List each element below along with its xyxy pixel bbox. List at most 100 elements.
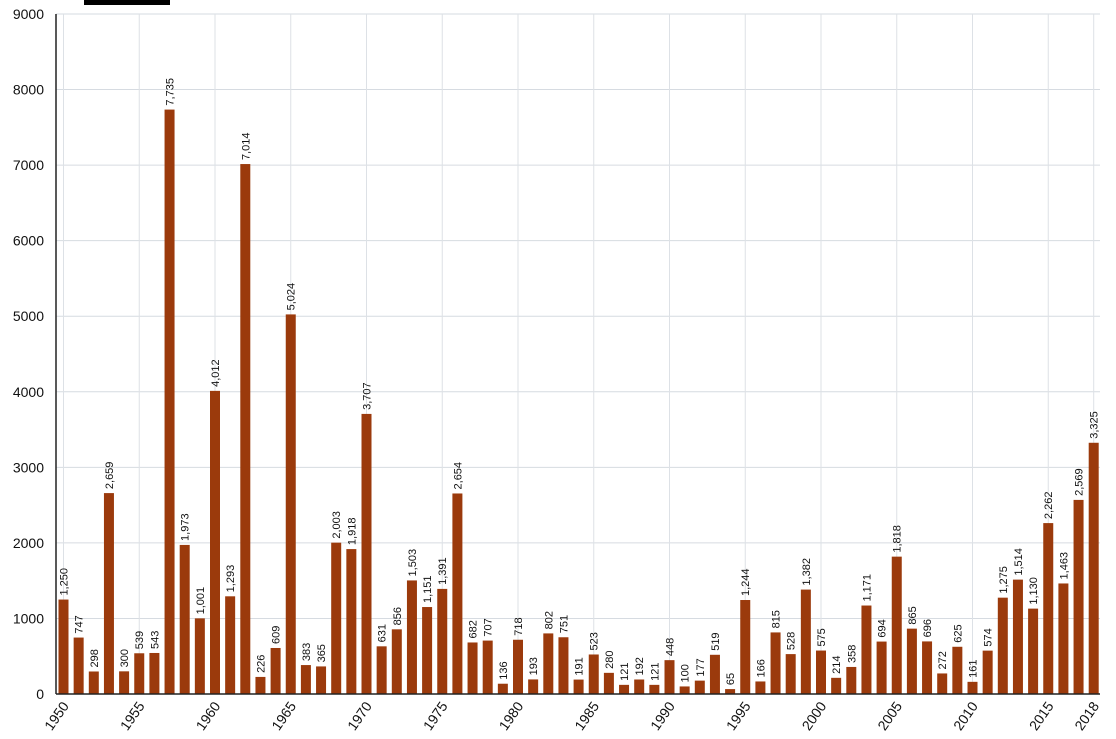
bar-value-label: 718 [513,617,525,635]
bar [452,493,463,694]
bar [1073,499,1084,694]
bar [558,637,569,694]
bar-value-label: 121 [649,662,661,680]
x-tick-label: 1975 [420,698,451,733]
bar-value-label: 1,001 [195,587,207,615]
bar-value-label: 1,151 [422,576,434,604]
bar-value-label: 2,003 [331,511,343,539]
bar-value-label: 2,569 [1074,468,1086,496]
bar-value-label: 191 [574,657,586,675]
bar-value-label: 2,654 [452,462,464,490]
x-tick-label: 2018 [1071,698,1102,733]
bar-value-label: 519 [710,632,722,650]
bar-value-label: 3,707 [362,382,374,410]
bar-value-label: 1,130 [1028,577,1040,605]
bar-value-label: 272 [937,651,949,669]
bar [861,605,872,694]
title-redaction-box [84,0,170,5]
y-axis-ticks: 0 1000 2000 3000 4000 5000 6000 7000 8000 9000 [13,6,44,702]
bar-value-label: 575 [816,628,828,646]
bar-value-label: 3,325 [1089,411,1101,439]
bar [88,671,99,694]
bar [103,493,114,694]
bar-value-label: 682 [468,620,480,638]
bar-value-label: 1,514 [1013,548,1025,576]
bar [876,641,887,694]
bar [376,646,387,694]
bar [1028,608,1039,694]
bar-value-label: 177 [695,658,707,676]
x-axis-ticks: 1950 1955 1960 1965 1970 1975 1980 1985 1990 1995… [41,698,1102,733]
bar [119,671,130,694]
bar-value-label: 543 [149,631,161,649]
bar-value-label: 1,293 [225,565,237,593]
bar-value-label: 166 [755,659,767,677]
bar [164,109,175,695]
bar [1058,583,1069,694]
bar [816,650,826,694]
bar [922,641,933,694]
bar-value-label: 193 [528,657,540,675]
bar [603,672,614,694]
bar [513,639,523,694]
x-tick-label: 1980 [495,698,526,733]
bar [210,390,220,694]
bar [240,164,251,694]
bar [740,600,751,694]
bar [997,597,1008,694]
bar-value-label: 747 [74,615,86,633]
y-tick-label: 1000 [13,610,44,626]
bar [194,618,205,694]
bar [1012,579,1023,694]
bar-value-label: 65 [725,673,737,685]
bar [906,628,917,694]
bar [134,653,145,694]
bar-value-label: 523 [589,632,601,650]
bar [679,686,690,694]
bar [573,679,584,694]
bar [255,676,266,694]
bar [225,596,236,694]
bar [967,681,978,694]
bar-value-label: 528 [786,632,798,650]
bar-value-label: 694 [877,619,889,637]
bar-value-label: 280 [604,650,616,668]
bar-value-label: 2,659 [104,462,116,490]
bar [1088,442,1099,694]
bar-value-label: 214 [831,655,843,673]
bar-value-label: 815 [771,610,783,628]
bar [619,684,630,694]
bar-value-label: 1,250 [59,568,71,596]
bar-value-label: 1,244 [740,568,752,596]
x-tick-label: 1995 [723,698,754,733]
bar [831,677,842,694]
bar-value-label: 136 [498,661,510,679]
bar-value-label: 4,012 [210,359,222,387]
x-tick-label: 1985 [571,698,602,733]
bar-value-label: 574 [983,628,995,646]
bar-value-label: 100 [680,664,692,682]
y-tick-label: 6000 [13,233,44,249]
y-tick-label: 7000 [13,157,44,173]
bar [634,679,645,694]
bar [982,650,993,694]
bar-value-label: 539 [134,631,146,649]
bar [331,542,342,694]
bar [755,681,766,694]
bar-value-label: 5,024 [286,283,298,311]
bar [149,652,160,694]
bar-value-label: 631 [377,624,389,642]
x-tick-label: 1990 [647,698,678,733]
bar-value-label: 1,463 [1058,552,1070,580]
bar [952,646,963,694]
x-tick-label: 1960 [192,698,223,733]
bar [437,588,448,694]
bar-value-label: 383 [301,643,313,661]
x-tick-label: 1970 [344,698,375,733]
bar-value-label: 609 [271,626,283,644]
bar [770,632,781,694]
bar [694,680,705,694]
bar-value-label: 7,014 [240,133,252,161]
bar-value-label: 751 [558,615,570,633]
